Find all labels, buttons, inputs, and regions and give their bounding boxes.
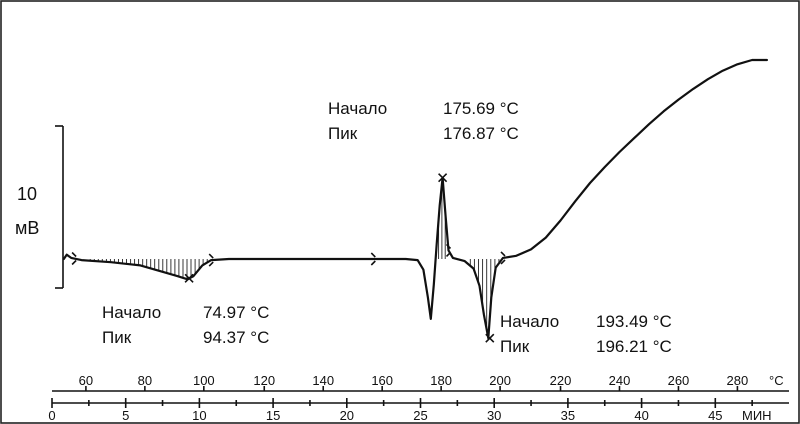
time-axis: 0 5 10 15 20 25 30 35 40 45 xyxy=(48,398,789,423)
time-tick-label: 15 xyxy=(266,408,280,423)
time-axis-unit: МИН xyxy=(742,408,772,423)
temperature-tick-label: 140 xyxy=(312,373,334,388)
time-tick-label: 0 xyxy=(48,408,55,423)
onset-label-2: Начало xyxy=(328,99,387,118)
peak-value-3: 196.21 °C xyxy=(596,337,672,356)
time-tick-label: 40 xyxy=(634,408,648,423)
temperature-tick-label: 220 xyxy=(550,373,572,388)
temperature-axis-unit: °C xyxy=(769,373,784,388)
time-tick-label: 35 xyxy=(561,408,575,423)
annotation-3: Начало 193.49 °C Пик 196.21 °C xyxy=(500,312,672,356)
time-tick-label: 30 xyxy=(487,408,501,423)
temperature-tick-label: 160 xyxy=(371,373,393,388)
temperature-tick-label: 80 xyxy=(138,373,152,388)
time-tick-label: 5 xyxy=(122,408,129,423)
temperature-tick-label: 120 xyxy=(253,373,275,388)
peak-label-3: Пик xyxy=(500,337,530,356)
time-tick-label: 10 xyxy=(192,408,206,423)
temperature-tick-label: 260 xyxy=(668,373,690,388)
y-scale-value: 10 xyxy=(17,184,37,204)
onset-label-1: Начало xyxy=(102,303,161,322)
peak-marker xyxy=(486,334,494,342)
y-scale-unit: мВ xyxy=(15,218,39,238)
temperature-tick-label: 280 xyxy=(727,373,749,388)
onset-value-2: 175.69 °C xyxy=(443,99,519,118)
temperature-tick-label: 180 xyxy=(430,373,452,388)
onset-value-3: 193.49 °C xyxy=(596,312,672,331)
temperature-tick-label: 60 xyxy=(79,373,93,388)
dsc-curve xyxy=(64,60,767,338)
onset-label-3: Начало xyxy=(500,312,559,331)
temperature-tick-label: 240 xyxy=(609,373,631,388)
temperature-tick-label: 200 xyxy=(489,373,511,388)
time-tick-label: 20 xyxy=(340,408,354,423)
peak-value-2: 176.87 °C xyxy=(443,124,519,143)
annotation-1: Начало 74.97 °C Пик 94.37 °C xyxy=(102,303,269,347)
y-scale-bar xyxy=(55,126,63,288)
annotation-2: Начало 175.69 °C Пик 176.87 °C xyxy=(328,99,519,143)
time-tick-label: 25 xyxy=(413,408,427,423)
peak-value-1: 94.37 °C xyxy=(203,328,269,347)
peak-label-2: Пик xyxy=(328,124,358,143)
onset-value-1: 74.97 °C xyxy=(203,303,269,322)
temperature-tick-label: 100 xyxy=(193,373,215,388)
peak-label-1: Пик xyxy=(102,328,132,347)
temperature-axis: 60 80 100 120 140 160 180 200 220 240 260 280 xyxy=(52,373,789,391)
time-tick-label: 45 xyxy=(708,408,722,423)
